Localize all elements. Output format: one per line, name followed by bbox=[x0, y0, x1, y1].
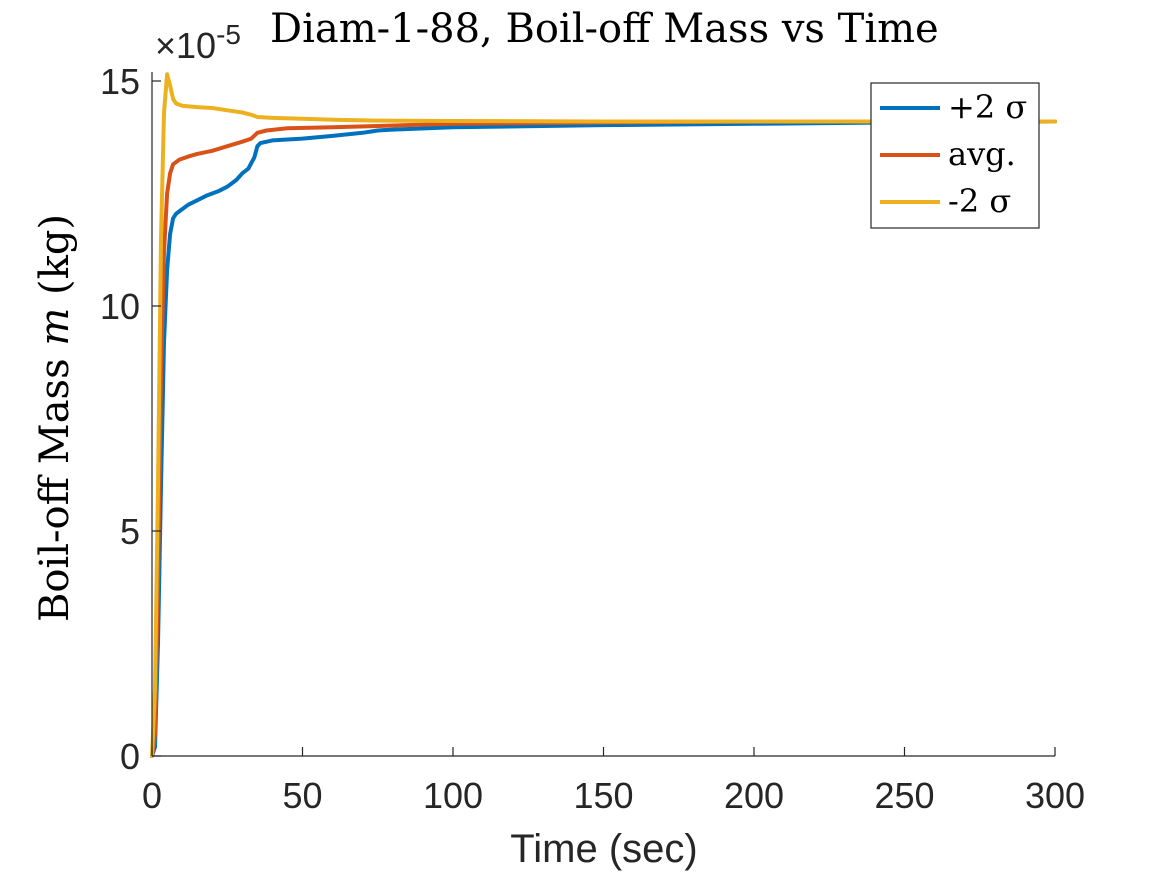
legend-label-avg: avg. bbox=[948, 135, 1016, 173]
legend-label-minus2sigma: -2 σ bbox=[948, 182, 1011, 220]
y-tick-label: 15 bbox=[100, 61, 140, 102]
y-axis-label-variable: m bbox=[32, 308, 78, 346]
legend: +2 σ avg. -2 σ bbox=[870, 82, 1040, 229]
y-axis-label-unit: (kg) bbox=[32, 214, 78, 295]
x-tick-label: 100 bbox=[423, 775, 483, 816]
legend-label-plus2sigma: +2 σ bbox=[948, 88, 1027, 126]
x-tick-label: 200 bbox=[724, 775, 784, 816]
series-line-avg bbox=[150, 119, 1057, 758]
x-tick-label: 150 bbox=[573, 775, 633, 816]
y-exponent-multiplier: ×10 bbox=[155, 25, 216, 66]
x-tick-label: 50 bbox=[282, 775, 322, 816]
plot-area: 0 50 100 150 200 250 300 0 5 10 15 bbox=[100, 61, 1085, 816]
y-tick-label: 0 bbox=[120, 736, 140, 777]
x-axis-label: Time (sec) bbox=[510, 827, 697, 871]
x-tick-label: 0 bbox=[142, 775, 162, 816]
y-axis-label: Boil-off Mass m (kg) bbox=[32, 214, 78, 622]
y-tick-label: 5 bbox=[120, 511, 140, 552]
series-line-minus2sigma bbox=[150, 72, 1057, 758]
y-tick-label: 10 bbox=[100, 286, 140, 327]
y-axis-label-prefix: Boil-off Mass bbox=[32, 358, 78, 622]
series-line-plus2sigma bbox=[150, 119, 1057, 758]
series-layer bbox=[150, 72, 1057, 758]
y-exponent-power: -5 bbox=[216, 19, 241, 50]
svg-text:×10-5: ×10-5 bbox=[155, 19, 241, 66]
axes: 0 50 100 150 200 250 300 0 5 10 15 bbox=[100, 61, 1085, 816]
chart-title: Diam-1-88, Boil-off Mass vs Time bbox=[270, 6, 939, 52]
x-tick-label: 250 bbox=[874, 775, 934, 816]
x-tick-label: 300 bbox=[1025, 775, 1085, 816]
